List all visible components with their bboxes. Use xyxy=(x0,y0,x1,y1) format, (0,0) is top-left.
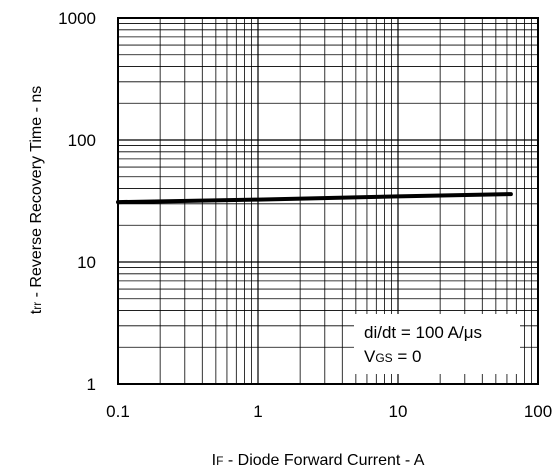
annotation-vgs: VGS = 0 xyxy=(364,347,422,366)
x-tick-label: 100 xyxy=(524,402,552,421)
series-group xyxy=(116,192,513,205)
y-tick-label: 1 xyxy=(87,375,96,394)
tick-labels: 0.1 1 10 100 1 10 100 1000 xyxy=(58,9,552,421)
y-tick-label: 10 xyxy=(77,253,96,272)
annotation-background xyxy=(354,314,520,374)
x-axis-label: IF - Diode Forward Current - A xyxy=(212,452,425,469)
y-tick-label: 1000 xyxy=(58,9,96,28)
y-axis-label: trr - Reverse Recovery Time - ns xyxy=(28,86,45,315)
x-tick-label: 10 xyxy=(389,402,408,421)
x-tick-label: 0.1 xyxy=(106,402,130,421)
y-tick-label: 100 xyxy=(68,131,96,150)
series-line xyxy=(116,192,513,205)
annotation-didt: di/dt = 100 A/μs xyxy=(364,323,482,342)
x-tick-label: 1 xyxy=(253,402,262,421)
